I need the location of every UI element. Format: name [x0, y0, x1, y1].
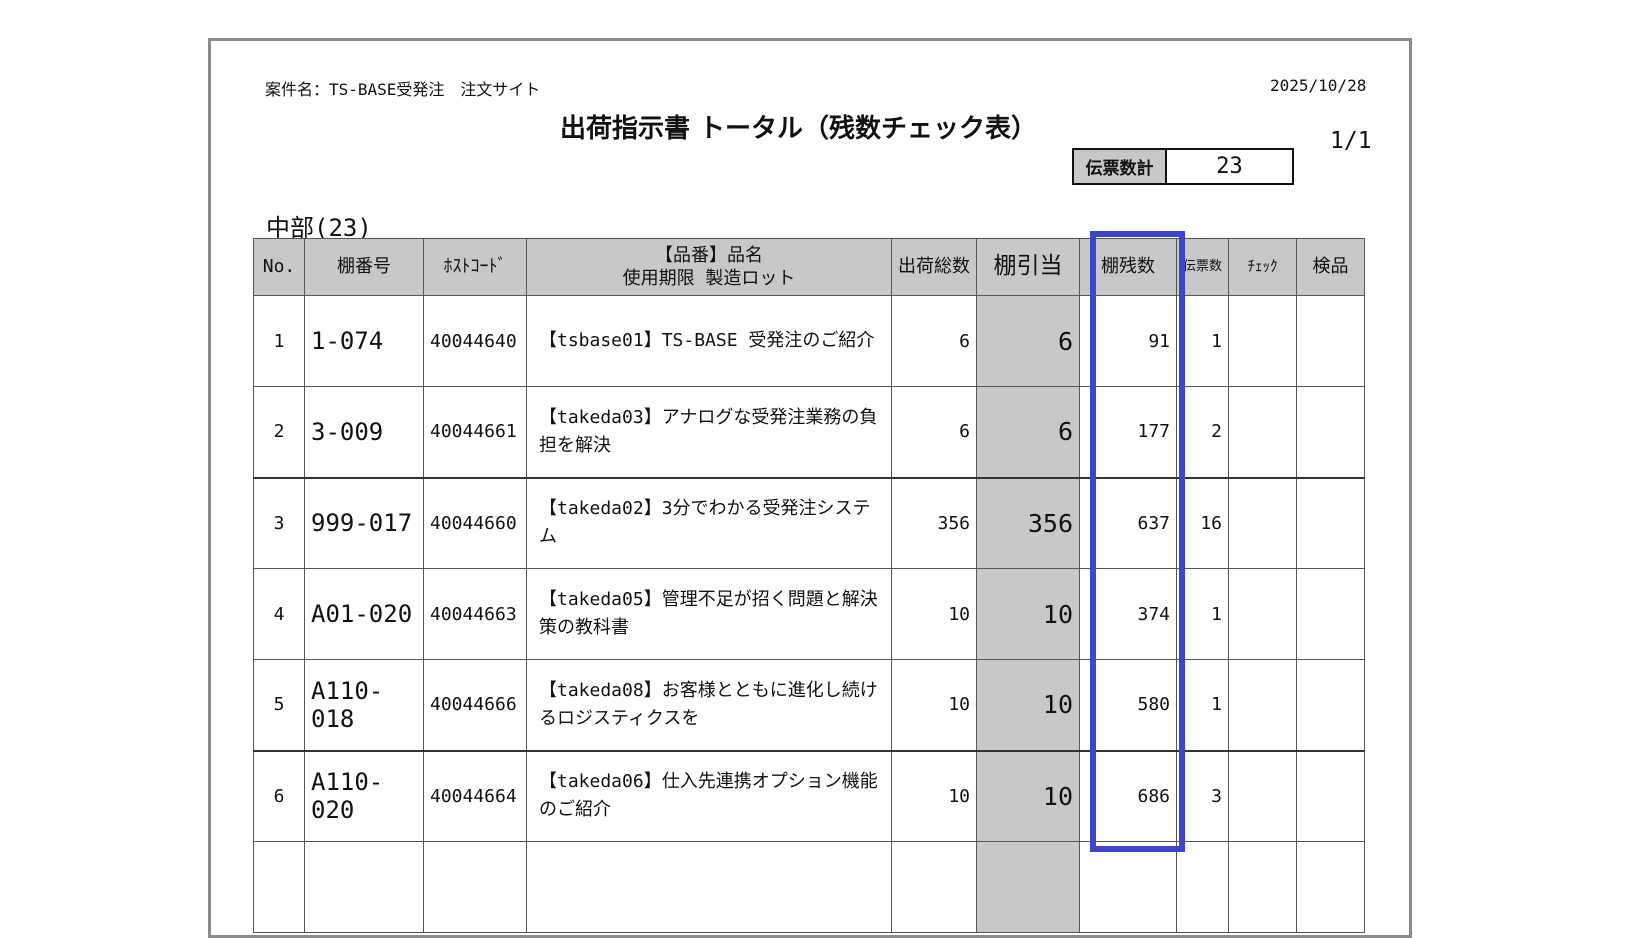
row-check	[1228, 750, 1297, 842]
row-remain: 177	[1079, 386, 1177, 479]
row-slips: 3	[1176, 750, 1229, 842]
empty-cell	[1079, 841, 1177, 933]
row-inspect	[1296, 750, 1365, 842]
table-row: 4 A01-020 40044663 【takeda05】管理不足が招く問題と解決策の…	[253, 568, 1365, 660]
row-host-code: 40044660	[423, 477, 527, 569]
row-total: 10	[891, 568, 977, 660]
row-remain: 580	[1079, 659, 1177, 752]
row-alloc: 6	[976, 295, 1080, 387]
row-product-name: 【takeda03】アナログな受発注業務の負担を解決	[526, 386, 892, 479]
row-host-code: 40044666	[423, 659, 527, 752]
table-row: 2 3-009 40044661 【takeda03】アナログな受発注業務の負担を解決…	[253, 386, 1365, 479]
empty-cell	[253, 841, 305, 933]
table-row: 3 999-017 40044660 【takeda02】3分でわかる受発注システム 3…	[253, 477, 1365, 569]
row-alloc: 356	[976, 477, 1080, 569]
row-location: A110-018	[304, 659, 424, 752]
col-product: 【品番】品名 使用期限 製造ロット	[526, 238, 892, 296]
col-check: ﾁｪｯｸ	[1228, 238, 1297, 296]
row-location: 999-017	[304, 477, 424, 569]
row-host-code: 40044663	[423, 568, 527, 660]
row-remain: 374	[1079, 568, 1177, 660]
row-slips: 2	[1176, 386, 1229, 479]
row-no: 3	[253, 477, 305, 569]
row-location: A110-020	[304, 750, 424, 842]
col-product-name: 【品番】品名	[655, 244, 763, 266]
row-product-name: 【takeda08】お客様とともに進化し続けるロジスティクスを	[526, 659, 892, 752]
project-name: 案件名：TS-BASE受発注 注文サイト	[265, 80, 541, 99]
empty-cell	[976, 841, 1080, 933]
row-no: 6	[253, 750, 305, 842]
row-check	[1228, 295, 1297, 387]
slip-total-label: 伝票数計	[1074, 150, 1167, 183]
slip-total-box: 伝票数計 23	[1072, 148, 1294, 185]
table-row: 1 1-074 40044640 【tsbase01】TS-BASE 受発注のご紹介 6…	[253, 295, 1365, 387]
row-total: 356	[891, 477, 977, 569]
page-title: 出荷指示書 トータル（残数チェック表）	[560, 114, 1038, 144]
row-no: 5	[253, 659, 305, 752]
empty-cell	[423, 841, 527, 933]
row-location: 1-074	[304, 295, 424, 387]
row-no: 4	[253, 568, 305, 660]
col-inspect: 検品	[1296, 238, 1365, 296]
row-product-name: 【tsbase01】TS-BASE 受発注のご紹介	[526, 295, 892, 387]
row-inspect	[1296, 659, 1365, 752]
row-check	[1228, 568, 1297, 660]
empty-cell	[1176, 841, 1229, 933]
row-product-name: 【takeda05】管理不足が招く問題と解決策の教科書	[526, 568, 892, 660]
col-host-code: ﾎｽﾄｺｰﾄﾞ	[423, 238, 527, 296]
table-header: No. 棚番号 ﾎｽﾄｺｰﾄﾞ 【品番】品名 使用期限 製造ロット 出荷総数 棚引…	[253, 238, 1365, 296]
row-remain: 686	[1079, 750, 1177, 842]
row-product-name: 【takeda06】仕入先連携オプション機能のご紹介	[526, 750, 892, 842]
row-check	[1228, 477, 1297, 569]
row-product-name: 【takeda02】3分でわかる受発注システム	[526, 477, 892, 569]
row-inspect	[1296, 477, 1365, 569]
col-total: 出荷総数	[891, 238, 977, 296]
row-no: 1	[253, 295, 305, 387]
col-slips: 伝票数	[1176, 238, 1229, 296]
empty-cell	[304, 841, 424, 933]
col-product-lot: 使用期限 製造ロット	[622, 268, 796, 289]
row-total: 6	[891, 386, 977, 479]
row-total: 10	[891, 659, 977, 752]
table-row: 5 A110-018 40044666 【takeda08】お客様とともに進化し続ける…	[253, 659, 1365, 752]
col-location: 棚番号	[304, 238, 424, 296]
table-row: 6 A110-020 40044664 【takeda06】仕入先連携オプション機能の…	[253, 750, 1365, 842]
row-slips: 1	[1176, 568, 1229, 660]
row-total: 10	[891, 750, 977, 842]
empty-cell	[891, 841, 977, 933]
row-check	[1228, 659, 1297, 752]
row-alloc: 6	[976, 386, 1080, 479]
row-host-code: 40044664	[423, 750, 527, 842]
row-inspect	[1296, 295, 1365, 387]
empty-cell	[1228, 841, 1297, 933]
empty-cell	[1296, 841, 1365, 933]
row-alloc: 10	[976, 568, 1080, 660]
row-slips: 1	[1176, 659, 1229, 752]
print-date: 2025/10/28	[1270, 76, 1367, 95]
row-inspect	[1296, 386, 1365, 479]
row-no: 2	[253, 386, 305, 479]
table-row-partial	[253, 841, 1365, 933]
row-slips: 1	[1176, 295, 1229, 387]
page-number: 1/1	[1330, 128, 1372, 154]
col-remain: 棚残数	[1079, 238, 1177, 296]
row-inspect	[1296, 568, 1365, 660]
row-alloc: 10	[976, 659, 1080, 752]
row-total: 6	[891, 295, 977, 387]
col-no: No.	[253, 238, 305, 296]
row-location: 3-009	[304, 386, 424, 479]
row-slips: 16	[1176, 477, 1229, 569]
row-alloc: 10	[976, 750, 1080, 842]
row-host-code: 40044640	[423, 295, 527, 387]
col-alloc: 棚引当	[976, 238, 1080, 296]
row-remain: 637	[1079, 477, 1177, 569]
empty-cell	[526, 841, 892, 933]
row-location: A01-020	[304, 568, 424, 660]
slip-total-value: 23	[1216, 154, 1243, 179]
shipping-table: No. 棚番号 ﾎｽﾄｺｰﾄﾞ 【品番】品名 使用期限 製造ロット 出荷総数 棚引…	[253, 238, 1365, 933]
row-check	[1228, 386, 1297, 479]
row-host-code: 40044661	[423, 386, 527, 479]
row-remain: 91	[1079, 295, 1177, 387]
region-heading: 中部(23)	[266, 214, 372, 242]
